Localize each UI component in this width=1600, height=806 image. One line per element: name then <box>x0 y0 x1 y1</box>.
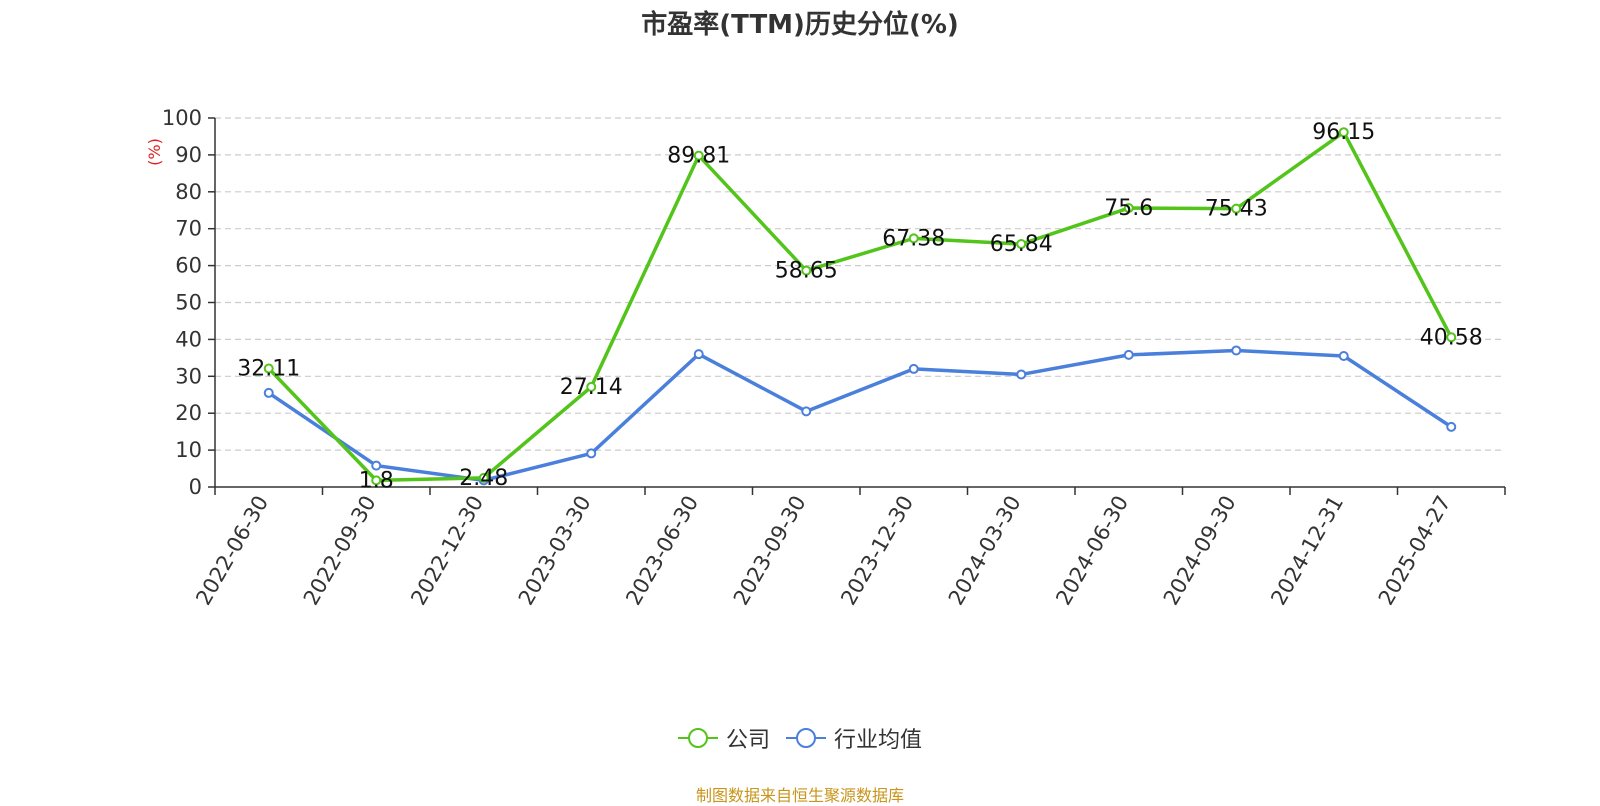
data-source-note: 制图数据来自恒生聚源数据库 <box>695 786 904 805</box>
data-point <box>263 363 274 374</box>
data-point <box>1016 239 1027 250</box>
data-label: 89.81 <box>667 144 730 169</box>
y-tick-label: 80 <box>175 180 202 204</box>
data-point <box>1446 332 1457 343</box>
data-label: 40.58 <box>1420 325 1483 350</box>
data-point <box>1016 369 1027 380</box>
data-point <box>1123 203 1134 214</box>
data-point <box>478 472 489 483</box>
x-tick-label: 2024-06-30 <box>1051 492 1133 610</box>
x-tick-label: 2022-06-30 <box>191 492 273 610</box>
x-tick-label: 2023-09-30 <box>729 492 811 610</box>
x-tick-label: 2023-12-30 <box>836 492 918 610</box>
legend-marker-industry-avg <box>786 728 826 748</box>
data-point <box>1231 345 1242 356</box>
series-line <box>267 130 1453 483</box>
y-tick-label: 10 <box>175 438 202 462</box>
data-point <box>1338 127 1349 138</box>
data-point <box>801 406 812 417</box>
x-tick-label: 2023-03-30 <box>514 492 596 610</box>
x-tick-label: 2024-09-30 <box>1159 492 1241 610</box>
data-label: 75.43 <box>1205 197 1268 222</box>
data-point <box>1231 203 1242 214</box>
data-point <box>908 233 919 244</box>
data-label: 58.65 <box>775 259 838 284</box>
x-tick-label: 2024-03-30 <box>944 492 1026 610</box>
x-tick-label: 2022-09-30 <box>299 492 381 610</box>
y-tick-label: 20 <box>175 401 202 425</box>
data-point <box>693 349 704 360</box>
data-point <box>1338 351 1349 362</box>
y-axis-label: (%) <box>145 138 164 166</box>
y-tick-label: 70 <box>175 217 202 241</box>
legend-item-industry-avg[interactable]: 行业均值 <box>786 722 922 754</box>
data-label: 27.14 <box>560 375 623 400</box>
y-tick-label: 50 <box>175 291 202 315</box>
legend-marker-company <box>677 728 718 748</box>
x-tick-label: 2023-06-30 <box>621 492 703 610</box>
y-tick-label: 60 <box>175 254 202 278</box>
y-tick-label: 100 <box>162 106 202 130</box>
data-label: 1.8 <box>359 468 394 493</box>
data-point <box>1446 421 1457 432</box>
y-tick-label: 0 <box>189 475 202 499</box>
data-point <box>908 363 919 374</box>
y-tick-label: 90 <box>175 143 202 167</box>
data-point <box>801 265 812 276</box>
y-tick-label: 40 <box>175 327 202 351</box>
data-point <box>263 387 274 398</box>
legend-label-industry-avg: 行业均值 <box>834 728 923 753</box>
legend-label-company: 公司 <box>725 728 770 753</box>
series-line <box>267 348 1453 483</box>
data-point <box>693 150 704 161</box>
x-tick-label: 2024-12-31 <box>1266 492 1348 610</box>
data-label: 96.15 <box>1312 120 1375 145</box>
legend-item-company[interactable]: 公司 <box>677 722 770 754</box>
data-point <box>371 475 382 486</box>
data-point <box>586 448 597 459</box>
legend: 公司 行业均值 <box>0 722 1600 754</box>
data-point <box>1123 349 1134 360</box>
x-tick-label: 2025-04-27 <box>1374 492 1456 610</box>
data-point <box>371 460 382 471</box>
data-label: 2.48 <box>459 466 508 491</box>
y-tick-label: 30 <box>175 364 202 388</box>
x-tick-label: 2022-12-30 <box>406 492 488 610</box>
data-label: 75.6 <box>1104 196 1153 221</box>
data-label: 67.38 <box>882 226 945 251</box>
chart-title: 市盈率(TTM)历史分位(%) <box>641 10 959 40</box>
data-label: 32.11 <box>237 357 300 382</box>
data-label: 65.84 <box>990 232 1053 257</box>
data-point <box>586 381 597 392</box>
